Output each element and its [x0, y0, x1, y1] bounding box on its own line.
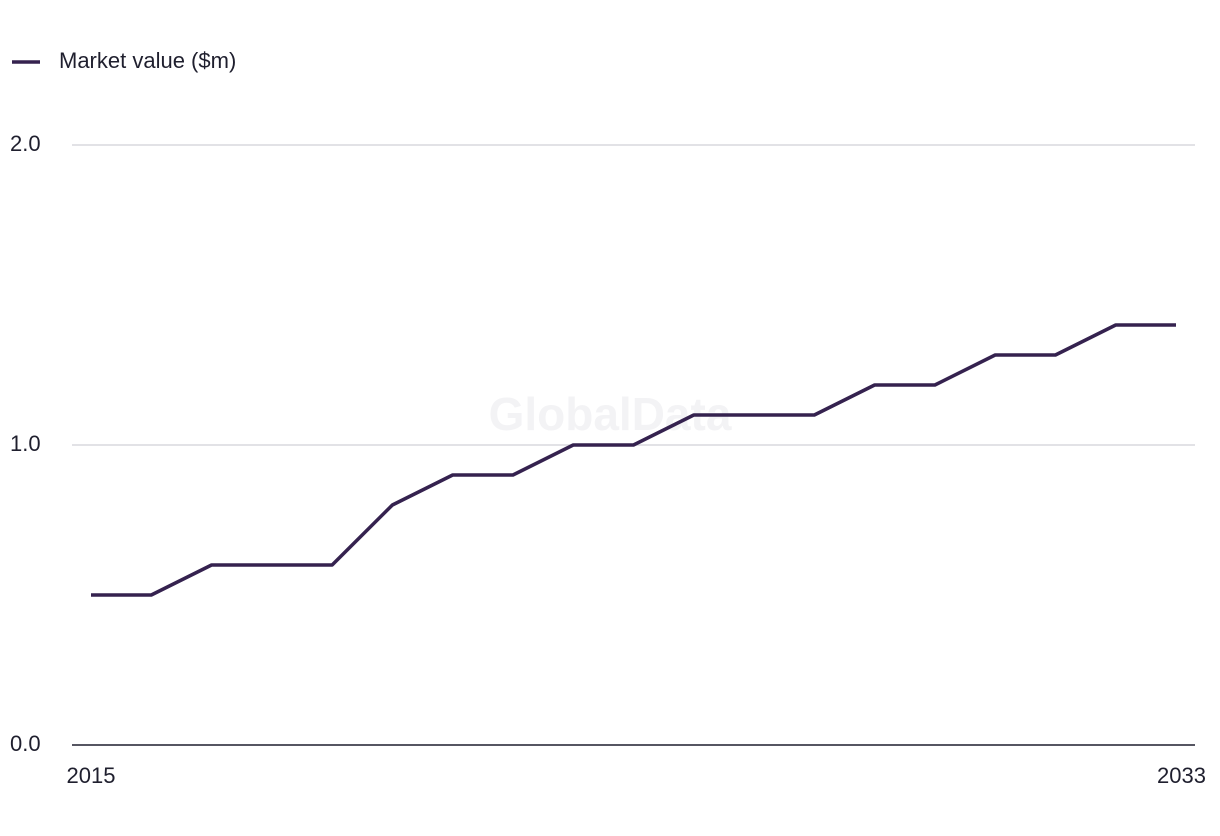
- x-tick-label: 2015: [67, 763, 116, 788]
- x-tick-label: 2033: [1157, 763, 1206, 788]
- y-tick-label: 0.0: [10, 731, 41, 756]
- legend-label: Market value ($m): [59, 48, 236, 73]
- y-tick-label: 2.0: [10, 131, 41, 156]
- y-tick-label: 1.0: [10, 431, 41, 456]
- watermark: GlobalData: [489, 388, 732, 440]
- series-line: [91, 323, 1176, 597]
